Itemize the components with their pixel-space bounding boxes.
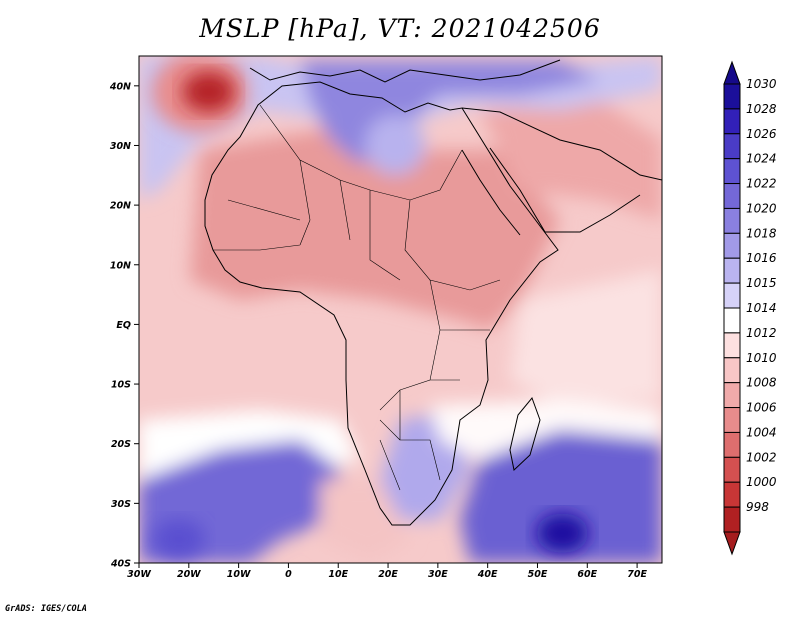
lat-tick-label: 10S bbox=[111, 380, 131, 391]
colorbar-level-label: 998 bbox=[746, 500, 769, 514]
colorbar-level-label: 1002 bbox=[746, 450, 777, 464]
colorbar-swatch bbox=[723, 108, 741, 135]
colorbar-swatch bbox=[723, 307, 741, 334]
country-borders bbox=[213, 104, 501, 491]
lon-tick-label: 40E bbox=[477, 569, 498, 580]
credit-label: GrADS: IGES/COLA bbox=[5, 604, 87, 614]
coastlines bbox=[204, 59, 662, 526]
lon-tick-label: 70E bbox=[627, 569, 647, 580]
africa-coastline bbox=[204, 81, 559, 526]
colorbar-level-label: 1028 bbox=[746, 102, 777, 116]
colorbar-level-label: 1004 bbox=[746, 425, 777, 439]
colorbar-level-label: 1030 bbox=[746, 77, 777, 91]
colorbar-level-label: 1024 bbox=[746, 152, 777, 166]
colorbar-level-label: 1026 bbox=[746, 127, 777, 141]
colorbar-swatch bbox=[723, 183, 741, 209]
pressure-field bbox=[139, 56, 662, 563]
arabia-coastline bbox=[461, 107, 662, 233]
lat-tick-label: 30S bbox=[111, 499, 131, 510]
field-libya-high bbox=[365, 115, 425, 175]
lon-tick-label: 60E bbox=[577, 569, 597, 580]
colorbar-level-label: 1015 bbox=[746, 276, 777, 290]
colorbar-swatch bbox=[723, 232, 741, 259]
colorbar-level-label: 1010 bbox=[746, 351, 777, 365]
pressure-center-marker bbox=[182, 71, 235, 112]
colorbar-swatch bbox=[723, 332, 741, 359]
lon-tick-label: 10E bbox=[328, 569, 348, 580]
colorbar-level-label: 1014 bbox=[746, 301, 777, 315]
pressure-center-marker bbox=[152, 519, 205, 560]
field-cape-low bbox=[320, 480, 410, 563]
field-indian-belt bbox=[430, 400, 662, 460]
colorbar-level-label: 1008 bbox=[746, 376, 777, 390]
colorbar: 1030 1028 1026 1024 1022 1020 1018 1016 1015 1014… bbox=[723, 60, 777, 556]
europe-coastline bbox=[249, 59, 561, 83]
colorbar-swatch bbox=[723, 133, 741, 160]
colorbar-swatch bbox=[723, 407, 741, 433]
colorbar-swatch bbox=[723, 481, 741, 508]
colorbar-level-label: 1006 bbox=[746, 401, 777, 415]
axis-ticks: 30W 20W 10W 0 10E 20E 30E 40E 50E 60E 70E 40N 30N 20N… bbox=[109, 81, 648, 580]
colorbar-bottom-arrow bbox=[723, 531, 741, 556]
colorbar-level-label: 1018 bbox=[746, 226, 777, 240]
colorbar-top-arrow bbox=[723, 60, 741, 85]
field-indian-high bbox=[460, 430, 662, 563]
lat-tick-label: 40S bbox=[110, 559, 131, 570]
red-sea-coast bbox=[461, 149, 521, 236]
lat-tick-label: 20N bbox=[110, 201, 131, 212]
colorbar-level-label: 1012 bbox=[746, 326, 777, 340]
lon-tick-label: 30W bbox=[127, 569, 151, 580]
colorbar-swatch bbox=[723, 207, 741, 234]
field-indian-ocean bbox=[510, 270, 662, 405]
pressure-center-marker bbox=[536, 513, 589, 554]
lon-tick-label: 0 bbox=[285, 569, 292, 580]
lat-tick-label: 30N bbox=[110, 141, 131, 152]
colorbar-swatch bbox=[723, 83, 741, 110]
lon-tick-label: 10W bbox=[227, 569, 251, 580]
lon-tick-label: 50E bbox=[528, 569, 548, 580]
colorbar-level-label: 1016 bbox=[746, 251, 777, 265]
madagascar-coastline bbox=[509, 397, 541, 471]
colorbar-level-label: 1000 bbox=[746, 475, 777, 489]
colorbar-swatch bbox=[723, 506, 741, 533]
colorbar-swatch bbox=[723, 431, 741, 458]
lat-tick-label: EQ bbox=[116, 320, 131, 331]
lon-tick-label: 30E bbox=[428, 569, 448, 580]
colorbar-swatch bbox=[723, 282, 741, 309]
lon-tick-label: 20W bbox=[177, 569, 201, 580]
colorbar-swatch bbox=[723, 257, 741, 284]
lat-tick-label: 40N bbox=[109, 81, 131, 92]
field-arabia-low bbox=[480, 100, 662, 220]
colorbar-swatch bbox=[723, 357, 741, 384]
lon-tick-label: 20E bbox=[378, 569, 398, 580]
lat-tick-label: 20S bbox=[111, 439, 131, 450]
map-frame bbox=[138, 55, 663, 564]
field-sahel-low bbox=[190, 130, 560, 330]
colorbar-swatch bbox=[723, 456, 741, 483]
colorbar-swatch bbox=[723, 158, 741, 185]
colorbar-level-label: 1022 bbox=[746, 177, 777, 191]
lat-tick-label: 10N bbox=[110, 260, 131, 271]
colorbar-swatch bbox=[723, 382, 741, 409]
map-title: MSLP [hPa], VT: 2021042506 bbox=[199, 14, 601, 43]
colorbar-level-label: 1020 bbox=[746, 201, 777, 215]
